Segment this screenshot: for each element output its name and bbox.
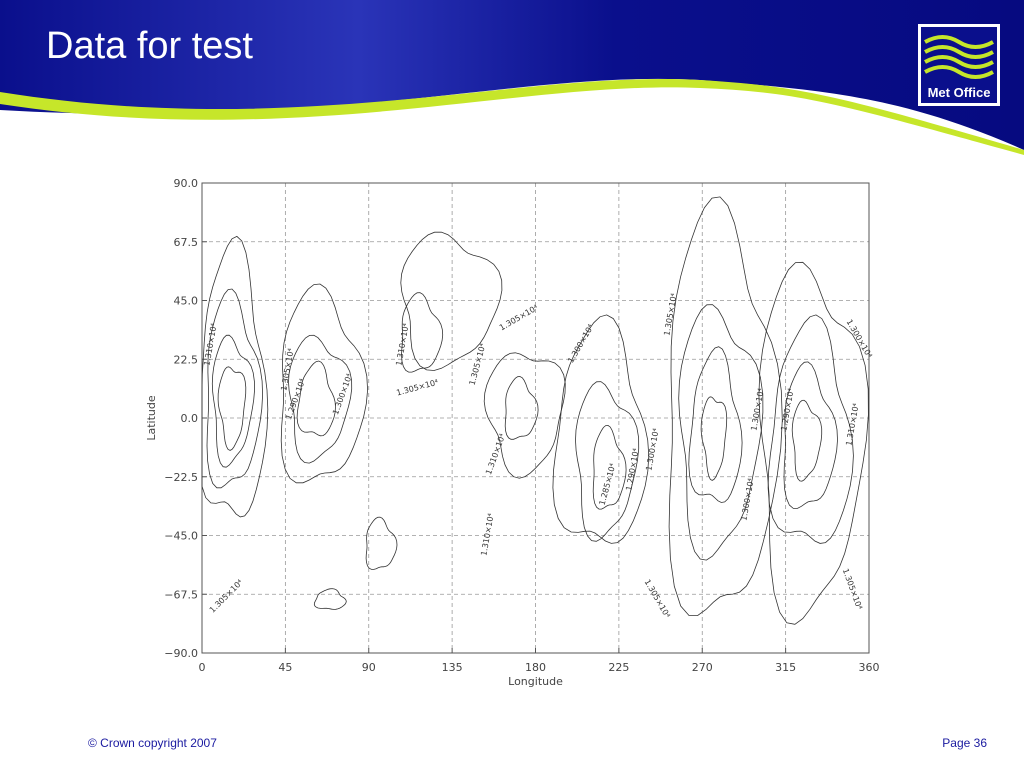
x-tick-label: 0 bbox=[199, 661, 206, 674]
x-tick-label: 225 bbox=[608, 661, 629, 674]
contour-label: 1.310×10⁴ bbox=[479, 513, 495, 557]
contour-line bbox=[700, 396, 728, 481]
y-tick-label: 67.5 bbox=[174, 236, 199, 249]
contour-line bbox=[552, 314, 650, 544]
contour-line bbox=[201, 235, 269, 518]
x-tick-label: 45 bbox=[278, 661, 292, 674]
y-tick-label: −90.0 bbox=[164, 647, 198, 660]
x-tick-label: 360 bbox=[859, 661, 880, 674]
contour-label: 1.305×10⁴ bbox=[468, 342, 488, 386]
header-swoosh bbox=[0, 79, 1024, 155]
contour-line bbox=[791, 399, 823, 482]
contour-line bbox=[280, 283, 369, 484]
contour-line bbox=[211, 334, 255, 468]
contour-label: 1.305×10⁴ bbox=[643, 578, 672, 620]
y-tick-label: 22.5 bbox=[174, 353, 199, 366]
contour-line bbox=[592, 424, 627, 510]
y-tick-label: −22.5 bbox=[164, 471, 198, 484]
copyright: © Crown copyright 2007 bbox=[88, 736, 217, 750]
contour-line bbox=[217, 366, 247, 451]
contour-label: 1.305×10⁴ bbox=[279, 348, 295, 392]
contour-line bbox=[678, 304, 764, 561]
contour-line bbox=[206, 288, 264, 489]
y-tick-label: 0.0 bbox=[181, 412, 199, 425]
contour-label: 1.300×10⁴ bbox=[739, 478, 755, 522]
slide-title: Data for test bbox=[46, 25, 253, 67]
page-number: Page 36 bbox=[942, 736, 987, 750]
contour-label: 1.305×10⁴ bbox=[662, 293, 678, 337]
contour-line bbox=[313, 588, 347, 610]
y-tick-label: 45.0 bbox=[174, 295, 199, 308]
contour-line bbox=[365, 516, 398, 570]
contour-label: 1.310×10⁴ bbox=[844, 403, 860, 447]
y-axis-label: Latitude bbox=[145, 395, 158, 441]
contour-line bbox=[783, 361, 838, 509]
header-band bbox=[0, 0, 1024, 150]
contour-line bbox=[575, 381, 640, 542]
contour-label: 1.300×10⁴ bbox=[566, 323, 595, 365]
contour-line bbox=[296, 360, 336, 437]
contour-line bbox=[483, 352, 566, 479]
y-tick-label: −67.5 bbox=[164, 588, 198, 601]
x-tick-label: 180 bbox=[525, 661, 546, 674]
contour-line bbox=[504, 376, 539, 440]
contour-label: 1.305×10⁴ bbox=[498, 303, 540, 332]
contour-line bbox=[401, 292, 444, 373]
contour-line bbox=[767, 314, 854, 544]
contour-line bbox=[668, 196, 783, 616]
logo-text: Met Office bbox=[928, 85, 991, 100]
y-tick-label: 90.0 bbox=[174, 177, 199, 190]
contour-label: 1.285×10⁴ bbox=[598, 462, 618, 506]
contour-line bbox=[688, 346, 743, 503]
y-tick-label: −45.0 bbox=[164, 530, 198, 543]
contour-line bbox=[400, 231, 503, 371]
contour-line bbox=[758, 261, 869, 625]
contour-label: 1.310×10⁴ bbox=[202, 323, 218, 367]
contour-label: 1.290×10⁴ bbox=[624, 448, 640, 492]
contour-label: 1.310×10⁴ bbox=[394, 323, 410, 367]
x-tick-label: 90 bbox=[362, 661, 376, 674]
logo-waves bbox=[924, 35, 994, 79]
contour-line bbox=[288, 334, 353, 464]
contour-label: 1.305×10⁴ bbox=[395, 378, 439, 398]
contour-label: 1.305×10⁴ bbox=[208, 578, 245, 615]
x-tick-label: 135 bbox=[442, 661, 463, 674]
contour-label: 1.310×10⁴ bbox=[484, 432, 507, 475]
x-axis-label: Longitude bbox=[508, 675, 563, 688]
x-tick-label: 270 bbox=[692, 661, 713, 674]
contour-label: 1.305×10⁴ bbox=[841, 567, 864, 610]
x-tick-label: 315 bbox=[775, 661, 796, 674]
